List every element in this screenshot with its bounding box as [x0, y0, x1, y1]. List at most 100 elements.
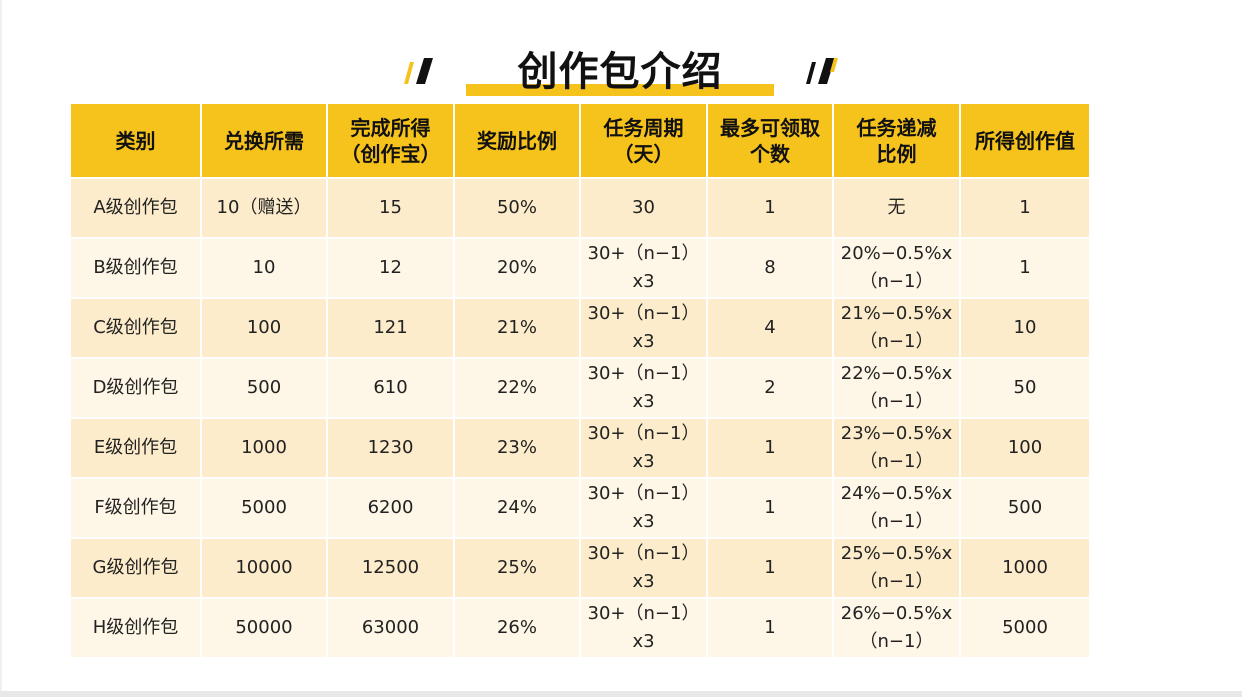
cell-text: 22% [496, 377, 537, 398]
header-creation-value: 所得创作值 [961, 104, 1089, 179]
cell-text: 10（赠送） [216, 197, 312, 218]
cell-text: （n−1） [859, 391, 934, 412]
header-label: （天） [613, 141, 674, 166]
cell-text: 500 [246, 377, 282, 398]
header-exchange-required: 兑换所需 [202, 104, 328, 179]
cell-text: 5000 [241, 497, 287, 518]
table-cell: 10 [202, 239, 328, 299]
cell-text: A级创作包 [93, 197, 178, 218]
header-label: 完成所得 [350, 115, 431, 140]
table-cell: 63000 [328, 599, 455, 659]
cell-text: 5000 [1002, 617, 1048, 638]
table-cell: 1 [708, 479, 834, 539]
cell-text: 30+（n−1） [587, 243, 700, 264]
header-max-claim: 最多可领取 个数 [708, 104, 834, 179]
cell-text: 121 [373, 317, 408, 338]
cell-text: 1000 [1002, 557, 1048, 578]
table-cell: 500 [961, 479, 1089, 539]
cell-text: 1 [764, 497, 776, 518]
table-cell: 25% [455, 539, 581, 599]
cell-text: B级创作包 [93, 257, 178, 278]
cell-text: 1 [764, 557, 776, 578]
cell-text: 100 [1007, 437, 1043, 458]
cell-text: 50 [1013, 377, 1037, 398]
cell-text: 21%−0.5%x [840, 303, 953, 324]
table-cell: 1 [961, 239, 1089, 299]
cell-text: 12500 [361, 557, 420, 578]
slash-decoration-left-icon [404, 58, 433, 84]
table-cell: 500 [202, 359, 328, 419]
bottom-divider [0, 691, 1242, 697]
cell-text: 23% [496, 437, 537, 458]
table-cell: 15 [328, 179, 455, 239]
header-label: 任务递减 [856, 115, 937, 140]
table-cell: 30+（n−1） x3 [581, 479, 708, 539]
package-table: 类别 兑换所需 完成所得 （创作宝） 奖励比例 任务周期 （天） 最多可领取 个数 任务递减 比例所… [71, 104, 1089, 659]
table-cell: 24% [455, 479, 581, 539]
cell-text: x3 [632, 571, 655, 592]
table-cell: 50% [455, 179, 581, 239]
table-row: G级创作包 10000 12500 25% 30+（n−1） x3 1 25%−0.5%x （n… [71, 539, 1089, 599]
cell-text: 1 [764, 617, 776, 638]
cell-text: 25% [496, 557, 537, 578]
table-cell: 10 [961, 299, 1089, 359]
cell-text: 1 [764, 437, 776, 458]
cell-text: （n−1） [859, 331, 934, 352]
cell-text: 12 [379, 257, 402, 278]
cell-text: 1230 [367, 437, 414, 458]
table-body: A级创作包 10（赠送） 15 50% 30 1 无 1 B级创作包 10 12 20% 30+（n−1… [71, 179, 1089, 659]
table-cell: 30+（n−1） x3 [581, 299, 708, 359]
cell-text: 23%−0.5%x [840, 423, 953, 444]
table-cell: 1 [708, 179, 834, 239]
header-reward-ratio: 奖励比例 [455, 104, 581, 179]
cell-text: 10000 [235, 557, 293, 578]
cell-text: 20% [496, 257, 537, 278]
table-cell: 21% [455, 299, 581, 359]
cell-text: 22%−0.5%x [840, 363, 953, 384]
table-cell: 30+（n−1） x3 [581, 419, 708, 479]
header-task-period: 任务周期 （天） [581, 104, 708, 179]
table-header-row: 类别 兑换所需 完成所得 （创作宝） 奖励比例 任务周期 （天） 最多可领取 个数 任务递减 比例所… [71, 104, 1089, 179]
cell-text: 30+（n−1） [587, 303, 700, 324]
table-cell: C级创作包 [71, 299, 202, 359]
table-cell: A级创作包 [71, 179, 202, 239]
header-label: 奖励比例 [477, 128, 557, 153]
table-cell: 30+（n−1） x3 [581, 539, 708, 599]
table-cell: 21%−0.5%x （n−1） [834, 299, 961, 359]
table-cell: 50 [961, 359, 1089, 419]
table-cell: 22%−0.5%x （n−1） [834, 359, 961, 419]
cell-text: G级创作包 [92, 557, 179, 578]
cell-text: C级创作包 [93, 317, 178, 338]
table-cell: 25%−0.5%x （n−1） [834, 539, 961, 599]
table-cell: 5000 [202, 479, 328, 539]
table-cell: 23%−0.5%x （n−1） [834, 419, 961, 479]
table-cell: 6200 [328, 479, 455, 539]
cell-text: 1 [1019, 197, 1031, 218]
table-cell: 5000 [961, 599, 1089, 659]
cell-text: 20%−0.5%x [840, 243, 953, 264]
cell-text: 4 [764, 317, 776, 338]
table-cell: 1 [961, 179, 1089, 239]
cell-text: 1 [764, 197, 776, 218]
cell-text: 无 [887, 197, 906, 218]
table-cell: 100 [961, 419, 1089, 479]
cell-text: E级创作包 [93, 437, 178, 458]
cell-text: （n−1） [859, 511, 934, 532]
cell-text: 10 [252, 257, 276, 278]
table-cell: 22% [455, 359, 581, 419]
table-cell: 30+（n−1） x3 [581, 359, 708, 419]
cell-text: x3 [632, 391, 655, 412]
cell-text: 30+（n−1） [587, 363, 700, 384]
header-decrease-ratio: 任务递减 比例 [834, 104, 961, 179]
table-cell: 100 [202, 299, 328, 359]
cell-text: 1000 [241, 437, 287, 458]
table-cell: G级创作包 [71, 539, 202, 599]
table-row: F级创作包 5000 6200 24% 30+（n−1） x3 1 24%−0.5%x （n−1… [71, 479, 1089, 539]
table-cell: 1000 [202, 419, 328, 479]
cell-text: 26% [496, 617, 537, 638]
cell-text: x3 [632, 451, 655, 472]
cell-text: 1 [1019, 257, 1031, 278]
cell-text: 30+（n−1） [587, 543, 700, 564]
cell-text: （n−1） [859, 631, 934, 652]
cell-text: 25%−0.5%x [840, 543, 953, 564]
